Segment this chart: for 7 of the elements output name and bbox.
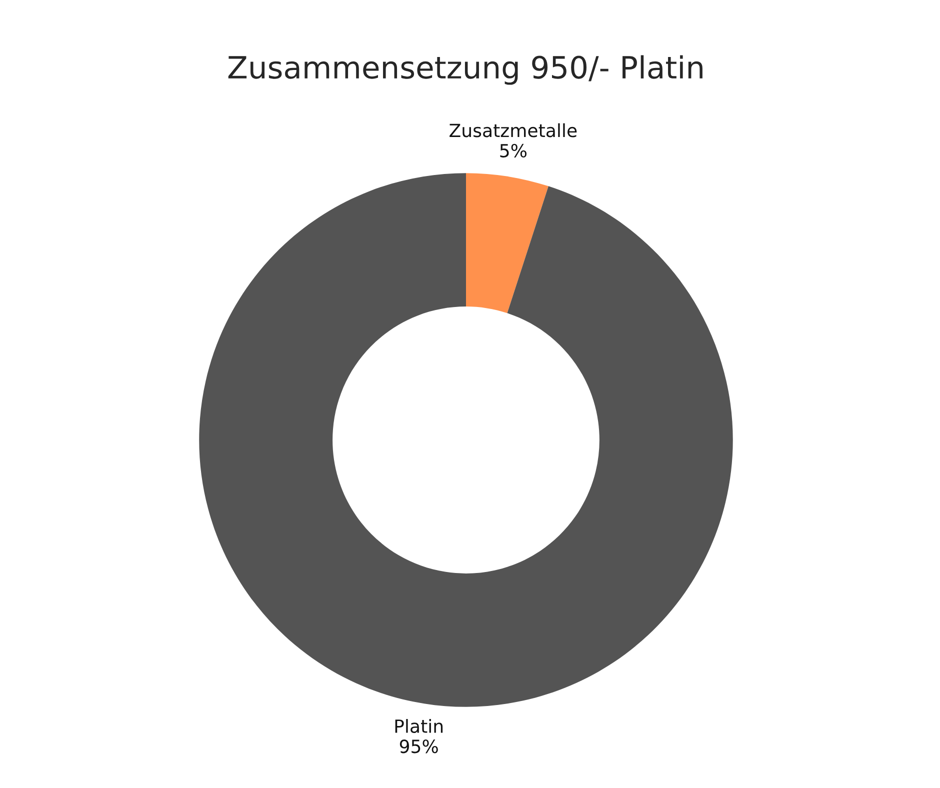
slice-label: Platin: [395, 719, 443, 733]
chart-title: Zusammensetzung 950/- Platin: [228, 55, 702, 85]
data-label: 95%: [400, 740, 438, 754]
slice-label: Zusatzmetalle: [450, 123, 577, 138]
donut-slice: [199, 173, 733, 707]
data-label: 5%: [500, 144, 526, 158]
donut-slice: [466, 173, 548, 314]
